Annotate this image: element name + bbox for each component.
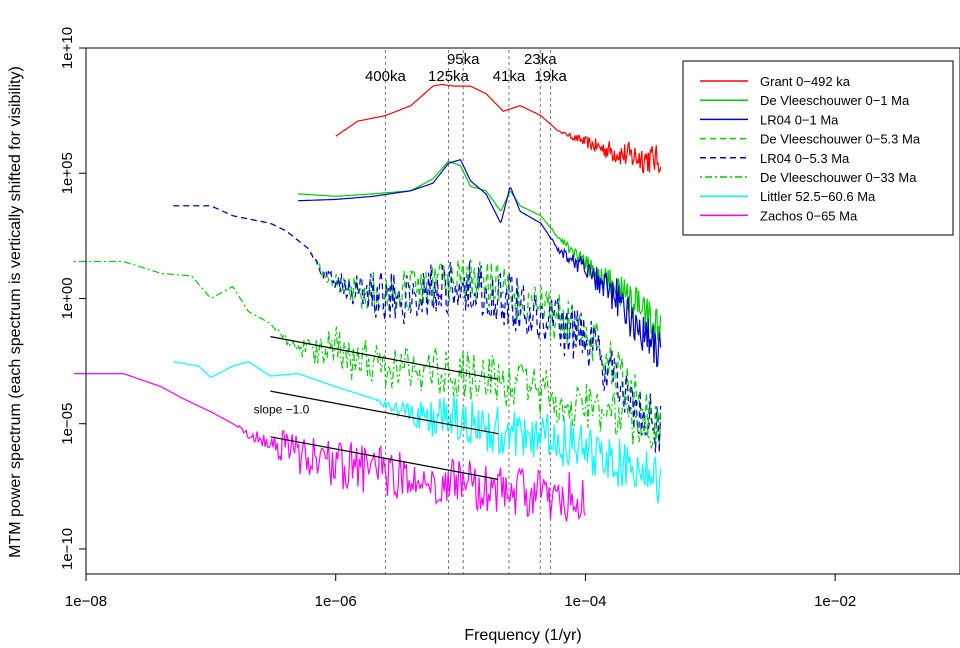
series-line-6: [173, 361, 662, 504]
y-tick-label-1: 1e−05: [59, 403, 76, 445]
y-axis-label: MTM power spectrum (each spectrum is ver…: [7, 66, 24, 558]
legend-label-7: Zachos 0−65 Ma: [760, 208, 858, 223]
y-tick-label-0: 1e−10: [59, 528, 76, 570]
x-tick-label-0: 1e−08: [65, 593, 107, 610]
legend-label-0: Grant 0−492 ka: [760, 74, 851, 89]
fit-line-1: [270, 390, 499, 435]
series-line-0: [335, 83, 662, 174]
legend-label-3: De Vleeschouwer 0−5.3 Ma: [760, 132, 921, 147]
series-line-5: [73, 260, 662, 450]
y-tick-label-2: 1e+00: [59, 277, 76, 319]
legend-box: [682, 60, 954, 236]
period-label-1: 125ka: [428, 68, 470, 85]
legend-label-2: LR04 0−1 Ma: [760, 112, 839, 127]
x-axis: 1e−08 1e−06 1e−04 1e−02: [65, 573, 856, 610]
legend-label-4: LR04 0−5.3 Ma: [760, 151, 850, 166]
fit-lines: [270, 336, 499, 480]
slope-label: slope −1.0: [254, 403, 310, 417]
legend-label-1: De Vleeschouwer 0−1 Ma: [760, 93, 910, 108]
period-label-5: 19ka: [534, 68, 567, 85]
fit-line-2: [270, 436, 499, 480]
period-label-2: 95ka: [447, 51, 480, 68]
legend-label-5: De Vleeschouwer 0−33 Ma: [760, 170, 917, 185]
y-tick-label-4: 1e+10: [59, 27, 76, 69]
y-tick-label-3: 1e+05: [59, 152, 76, 194]
y-axis: 1e−10 1e−05 1e+00 1e+05 1e+10: [59, 27, 87, 570]
series-layer: [73, 83, 662, 522]
period-label-0: 400ka: [365, 68, 407, 85]
period-label-3: 41ka: [493, 68, 526, 85]
x-axis-label: Frequency (1/yr): [464, 627, 581, 644]
legend: Grant 0−492 ka De Vleeschouwer 0−1 Ma LR04…: [682, 60, 954, 236]
series-line-7: [73, 373, 586, 522]
x-tick-label-3: 1e−02: [814, 593, 856, 610]
series-line-4: [173, 205, 662, 453]
series-line-3: [173, 205, 662, 446]
x-tick-label-1: 1e−06: [315, 593, 357, 610]
period-label-4: 23ka: [524, 51, 557, 68]
fit-line-0: [270, 336, 499, 380]
legend-label-6: Littler 52.5−60.6 Ma: [760, 189, 876, 204]
series-line-2: [298, 159, 662, 368]
x-tick-label-2: 1e−04: [564, 593, 606, 610]
